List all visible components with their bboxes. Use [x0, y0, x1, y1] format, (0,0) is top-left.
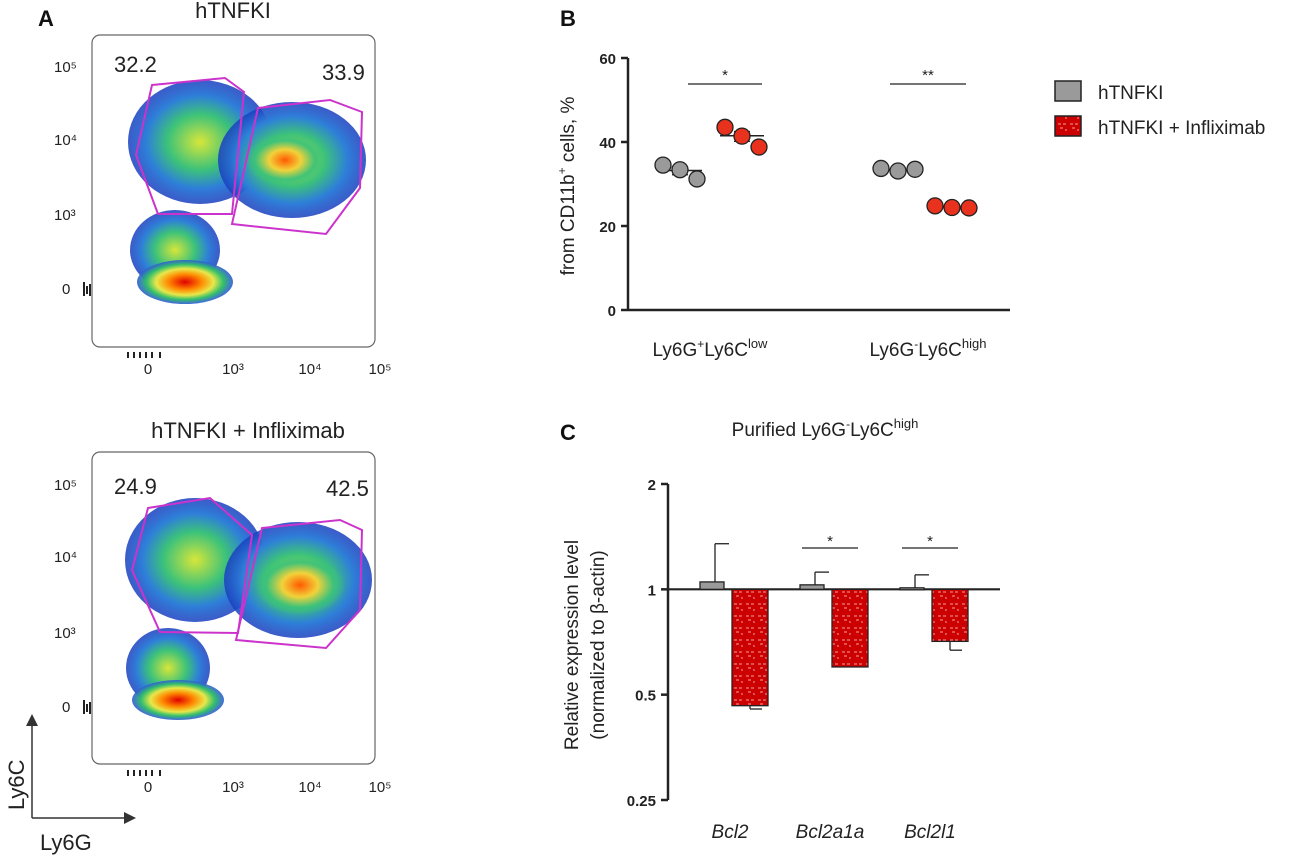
- y-tick: 10³: [54, 625, 76, 642]
- x-ticks: 0 10³ 10⁴ 10⁵: [144, 779, 392, 796]
- legend-swatch-gray: [1054, 80, 1082, 102]
- legend-label: hTNFKI + Infliximab: [1098, 118, 1265, 139]
- data-point: [654, 156, 672, 174]
- y-tick: 10⁵: [54, 477, 77, 494]
- y-label-line1: Relative expression level: [562, 540, 583, 750]
- panel-b-letter: B: [560, 6, 576, 31]
- significance-label: **: [922, 67, 934, 84]
- plot2-title: hTNFKI + Infliximab: [151, 418, 345, 443]
- bar-infliximab: [831, 588, 869, 668]
- gate-left-value: 32.2: [114, 52, 157, 77]
- y-tick: 10³: [54, 207, 76, 224]
- y-tick-label: 60: [599, 51, 616, 68]
- y-tick: 10⁴: [54, 132, 77, 149]
- y-tick-label: 20: [599, 219, 616, 236]
- legend: hTNFKI hTNFKI + Infliximab: [1054, 80, 1265, 139]
- chart-c-title: Purified Ly6G-Ly6Chigh: [732, 416, 919, 441]
- legend-label: hTNFKI: [1098, 83, 1163, 104]
- data-point: [733, 127, 751, 145]
- x-tick: 0: [144, 779, 152, 796]
- legend-swatch-red: [1054, 115, 1082, 137]
- bar-hTNFKI: [799, 584, 825, 590]
- ly6g-axis-label: Ly6G: [40, 830, 92, 855]
- y-tick-label: 0: [608, 303, 616, 320]
- cell-density-cloud: [128, 80, 366, 304]
- gate-right-value: 42.5: [326, 476, 369, 501]
- category-label: Bcl2: [712, 822, 749, 843]
- x-tick: 10⁴: [298, 361, 321, 378]
- chart-c: Purified Ly6G-Ly6Chigh Relative expressi…: [562, 416, 1000, 843]
- y-tick: 0: [62, 699, 70, 716]
- gate-right-value: 33.9: [322, 60, 365, 85]
- x-tick: 10⁵: [369, 779, 392, 796]
- bar-infliximab: [731, 588, 769, 707]
- group-label: Ly6G-Ly6Chigh: [870, 336, 987, 361]
- gate-right: [234, 518, 364, 650]
- gate-left-value: 24.9: [114, 474, 157, 499]
- significance-label: *: [722, 67, 728, 84]
- y-tick-label: 2: [648, 477, 656, 494]
- x-tick: 10³: [222, 779, 244, 796]
- flow-plot-1: 32.2 33.9 10⁵ 10⁴ 10³ 0 0 10³ 10⁴ 10⁵: [54, 34, 392, 378]
- significance-label: *: [927, 533, 933, 550]
- axis-arrows: Ly6C Ly6G: [4, 714, 136, 855]
- data-point: [926, 197, 944, 215]
- x-tick: 0: [144, 361, 152, 378]
- data-point: [750, 138, 768, 156]
- y-ticks: 10⁵ 10⁴ 10³ 0: [54, 59, 77, 298]
- data-point: [906, 160, 924, 178]
- data-point: [889, 162, 907, 180]
- data-point: [960, 199, 978, 217]
- panel-c-letter: C: [560, 420, 576, 445]
- bar-infliximab: [931, 588, 969, 643]
- y-label: from CD11b+ cells, %: [555, 97, 579, 276]
- x-tick: 10⁴: [298, 779, 321, 796]
- data-point: [872, 159, 890, 178]
- group-label: Ly6G+Ly6Clow: [653, 336, 769, 361]
- y-tick: 0: [62, 281, 70, 298]
- gate-right: [230, 98, 364, 236]
- data-point: [716, 118, 734, 136]
- y-tick-label: 1: [648, 582, 656, 599]
- bar-hTNFKI: [899, 587, 925, 591]
- y-tick-label: 40: [599, 135, 616, 152]
- y-tick-label: 0.25: [627, 793, 656, 810]
- y-tick: 10⁵: [54, 59, 77, 76]
- y-tick-label: 0.5: [635, 688, 656, 705]
- y-label-line2: (normalized to β-actin): [588, 550, 609, 739]
- category-label: Bcl2a1a: [796, 822, 865, 843]
- cell-density-cloud: [125, 498, 372, 720]
- bar-hTNFKI: [699, 581, 725, 590]
- ly6c-axis-label: Ly6C: [4, 759, 29, 810]
- y-ticks: 10⁵ 10⁴ 10³ 0: [54, 477, 77, 716]
- y-tick: 10⁴: [54, 549, 77, 566]
- x-ticks: 0 10³ 10⁴ 10⁵: [144, 361, 392, 378]
- panel-a-letter: A: [38, 6, 54, 31]
- flow-plot-2: 24.9 42.5 10⁵ 10⁴ 10³ 0 0 10³ 10⁴ 10⁵: [54, 451, 392, 796]
- plot1-title: hTNFKI: [195, 0, 271, 23]
- data-point: [688, 170, 706, 188]
- x-tick: 10³: [222, 361, 244, 378]
- data-point: [671, 161, 689, 179]
- x-tick: 10⁵: [369, 361, 392, 378]
- data-point: [943, 198, 961, 217]
- significance-label: *: [827, 533, 833, 550]
- gate-left: [134, 76, 246, 215]
- category-label: Bcl2l1: [904, 822, 956, 843]
